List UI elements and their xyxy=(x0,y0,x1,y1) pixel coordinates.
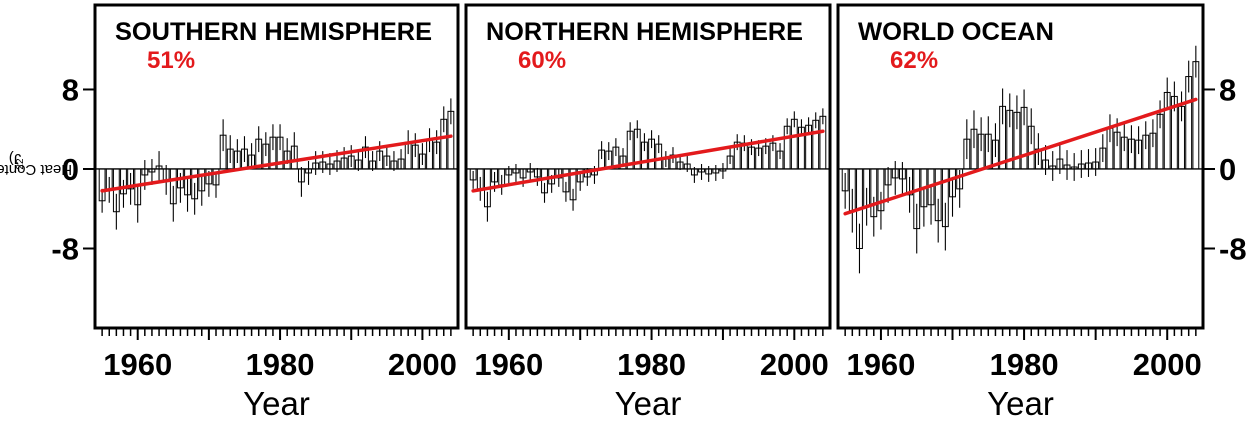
panel-title: WORLD OCEAN xyxy=(858,18,1054,46)
percentage-annotation: 51% xyxy=(147,47,195,74)
percentage-annotation: 60% xyxy=(518,47,566,74)
trend-line xyxy=(100,134,453,193)
bar-2004 xyxy=(1192,61,1200,170)
trend-line xyxy=(843,97,1198,216)
percentage-annotation: 62% xyxy=(890,47,938,74)
x-tick-label-2000: 2000 xyxy=(760,347,829,382)
x-tick-label-1960: 1960 xyxy=(103,347,172,382)
x-tick-label-1960: 1960 xyxy=(474,347,543,382)
y-tick-label-0: 0 xyxy=(1219,152,1236,187)
x-tick-label-1980: 1980 xyxy=(246,347,315,382)
y-tick-label--8: -8 xyxy=(51,231,79,266)
y-tick-label--8: -8 xyxy=(1219,231,1247,266)
panel-1: 1960 1980 2000 Year 8 0 -8 SOUTHERN HEMISPHERE5… xyxy=(51,3,460,422)
panel-title: NORTHERN HEMISPHERE xyxy=(486,18,803,46)
panel-frame xyxy=(836,3,1205,330)
y-tick-label-8: 8 xyxy=(1219,72,1236,107)
x-tick-label-1960: 1960 xyxy=(846,347,915,382)
x-axis-title: Year xyxy=(243,385,310,422)
x-tick-label-2000: 2000 xyxy=(1133,347,1202,382)
panel-frame xyxy=(464,3,832,330)
x-axis-title: Year xyxy=(987,385,1054,422)
x-axis-title: Year xyxy=(615,385,682,422)
y-tick-label-8: 8 xyxy=(62,72,79,107)
panel-title: SOUTHERN HEMISPHERE xyxy=(115,18,432,46)
y-tick-label-0: 0 xyxy=(62,152,79,187)
x-tick-label-2000: 2000 xyxy=(388,347,457,382)
x-tick-label-1980: 1980 xyxy=(990,347,1059,382)
trend-line xyxy=(471,129,825,193)
panel-frame xyxy=(93,3,460,330)
x-tick-label-1980: 1980 xyxy=(617,347,686,382)
